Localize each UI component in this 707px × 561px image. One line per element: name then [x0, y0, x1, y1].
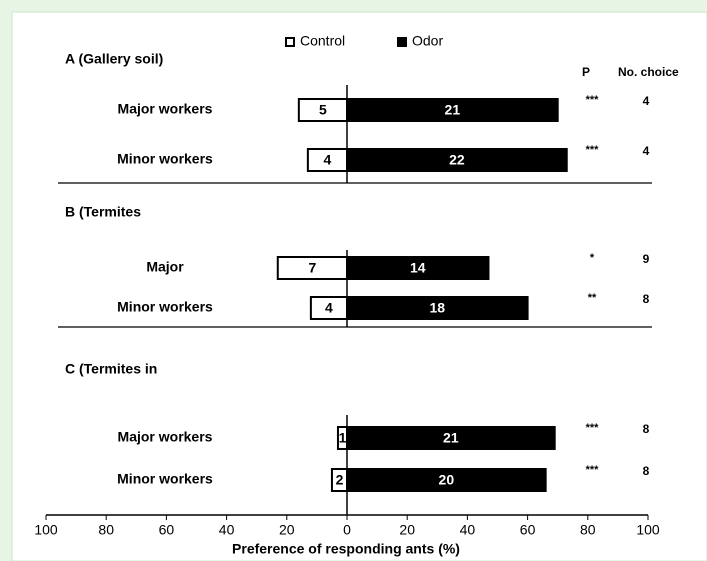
x-tick-label: 40	[219, 522, 235, 538]
x-tick-label: 20	[399, 522, 415, 538]
x-tick-label: 40	[460, 522, 476, 538]
n-choice: 9	[643, 252, 650, 266]
x-axis-label: Preference of responding ants (%)	[232, 541, 460, 557]
p-value: ***	[586, 94, 600, 106]
category-label: Major workers	[118, 429, 213, 445]
bar	[346, 256, 490, 280]
n-choice: 8	[643, 464, 650, 478]
bar	[346, 296, 529, 320]
count-label: 2	[336, 472, 344, 488]
x-tick-label: 60	[159, 522, 175, 538]
n-choice: 8	[643, 422, 650, 436]
p-value: ***	[586, 464, 600, 476]
p-header: P	[582, 65, 590, 79]
panel-title: C (Termites in	[65, 361, 157, 377]
panel-title: A (Gallery soil)	[65, 51, 163, 67]
n-header: No. choice	[618, 65, 679, 79]
count-label: 20	[439, 472, 455, 488]
legend-swatch	[285, 37, 295, 47]
count-label: 7	[308, 260, 316, 276]
category-label: Major workers	[118, 101, 213, 117]
p-value: ***	[586, 144, 600, 156]
legend-label: Control	[300, 33, 345, 49]
n-choice: 4	[643, 94, 650, 108]
x-tick-label: 100	[34, 522, 58, 538]
x-tick-label: 80	[98, 522, 114, 538]
count-label: 18	[430, 300, 446, 316]
count-label: 4	[325, 300, 333, 316]
bar	[346, 426, 556, 450]
p-value: **	[588, 292, 597, 304]
x-tick-label: 80	[580, 522, 596, 538]
legend-swatch	[397, 37, 407, 47]
bar	[346, 98, 559, 122]
category-label: Minor workers	[117, 151, 213, 167]
category-label: Minor workers	[117, 471, 213, 487]
count-label: 5	[319, 102, 327, 118]
n-choice: 4	[643, 144, 650, 158]
count-label: 21	[443, 430, 459, 446]
count-label: 21	[445, 102, 461, 118]
p-value: *	[590, 252, 595, 264]
x-tick-label: 0	[343, 522, 351, 538]
n-choice: 8	[643, 292, 650, 306]
p-value: ***	[586, 422, 600, 434]
count-label: 14	[410, 260, 426, 276]
category-label: Minor workers	[117, 299, 213, 315]
count-label: 1	[339, 430, 347, 446]
category-label: Major	[146, 259, 184, 275]
x-tick-label: 20	[279, 522, 295, 538]
count-label: 22	[449, 152, 465, 168]
bar	[346, 148, 568, 172]
x-tick-label: 100	[636, 522, 660, 538]
legend-label: Odor	[412, 33, 443, 49]
count-label: 4	[324, 152, 332, 168]
x-tick-label: 60	[520, 522, 536, 538]
panel-title: B (Termites	[65, 204, 141, 220]
bar	[346, 468, 547, 492]
